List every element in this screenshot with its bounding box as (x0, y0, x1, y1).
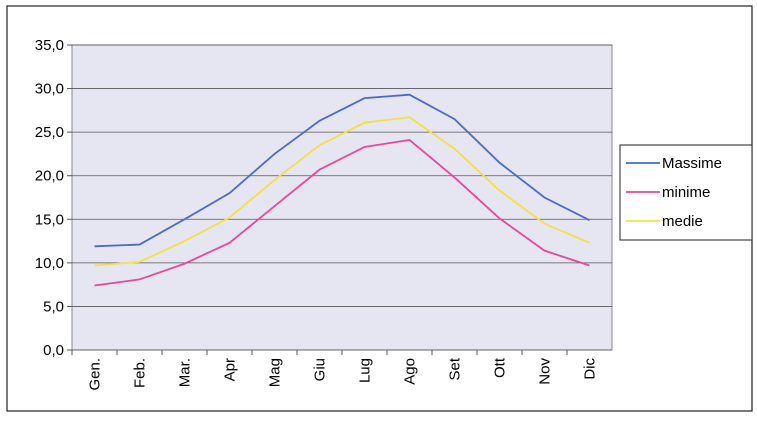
x-tick-label: Set (447, 357, 464, 380)
x-tick-label: Apr (222, 358, 239, 381)
legend-label: Massime (662, 155, 722, 172)
plot-area (71, 44, 613, 351)
y-tick-label: 20,0 (35, 168, 64, 185)
x-tick-label: Mar. (177, 358, 194, 387)
grid (67, 44, 612, 355)
y-tick-label: 35,0 (35, 37, 64, 54)
y-tick-label: 25,0 (35, 124, 64, 141)
x-tick-label: Ott (492, 357, 509, 378)
y-tick-label: 10,0 (35, 255, 64, 272)
legend: Massime minime medie (626, 155, 722, 230)
x-tick-label: Dic (582, 358, 599, 380)
y-tick-label: 30,0 (35, 81, 64, 98)
series-line (94, 93, 590, 248)
labels: 0,0 5,0 10,0 15,0 20,0 25,0 30,0 35,0 Gen. Feb. Ma… (35, 37, 599, 391)
legend-label: minime (662, 184, 710, 201)
series-line (94, 116, 590, 267)
y-tick-label: 5,0 (43, 298, 64, 315)
x-tick-label: Giu (312, 358, 329, 381)
x-tick-label: Nov (537, 358, 554, 385)
lines (94, 93, 590, 287)
x-tick-label: Mag (267, 358, 284, 387)
x-tick-label: Gen. (87, 358, 104, 391)
x-tick-label: Feb. (132, 358, 149, 388)
series-line (94, 139, 590, 287)
x-tick-label: Ago (402, 358, 419, 385)
y-tick-label: 15,0 (35, 211, 64, 228)
y-tick-label: 0,0 (43, 342, 64, 359)
legend-label: medie (662, 213, 703, 230)
x-tick-label: Lug (357, 358, 374, 383)
